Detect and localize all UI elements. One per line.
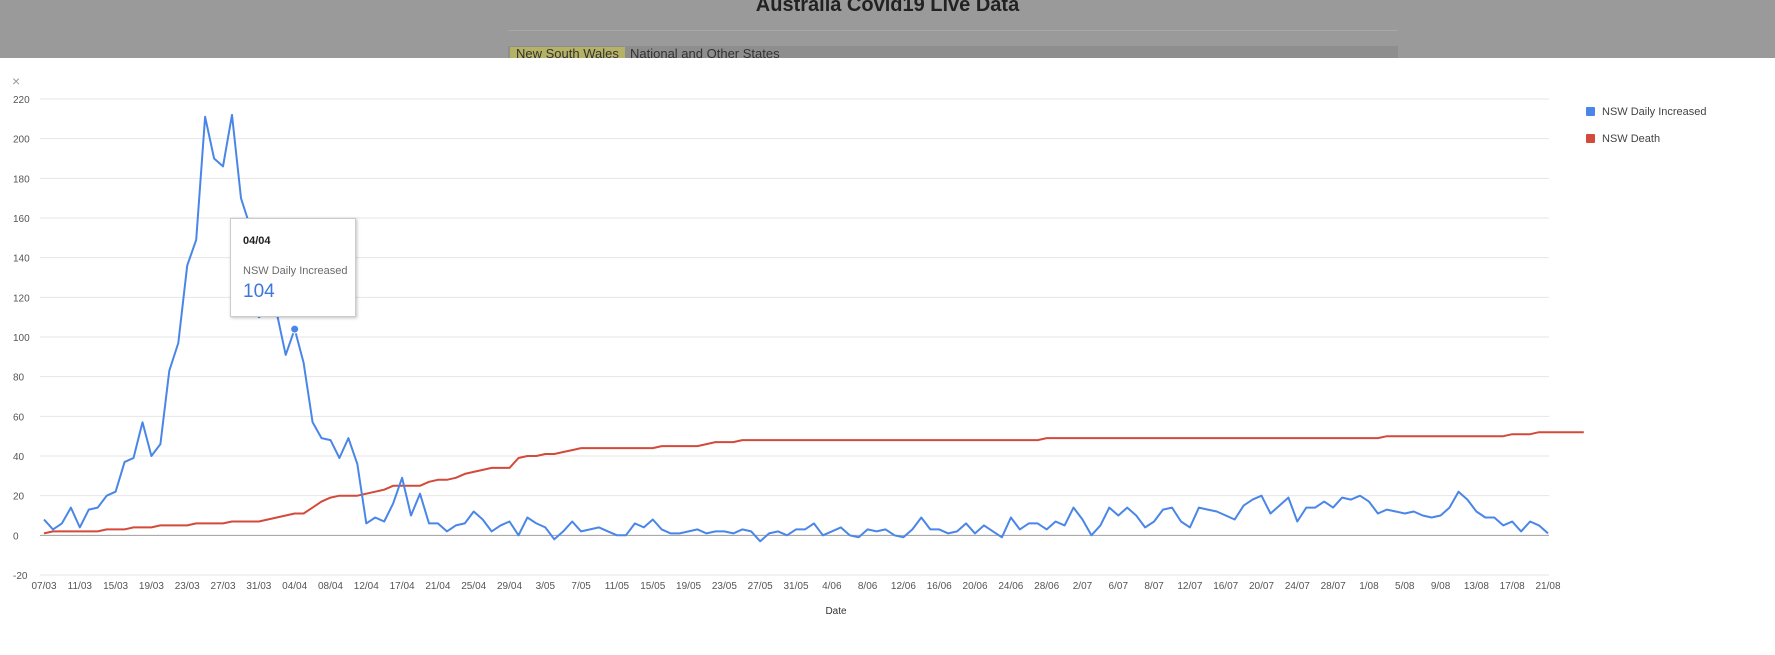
x-tick-label: 17/04 <box>390 581 415 592</box>
y-tick-label: 160 <box>13 214 30 225</box>
y-tick-label: 40 <box>13 452 25 463</box>
tab-new-south-wales[interactable]: New South Wales <box>510 47 625 58</box>
x-tick-label: 27/03 <box>211 581 236 592</box>
x-tick-label: 7/05 <box>571 581 591 592</box>
legend-item-nsw-death[interactable]: NSW Death <box>1586 125 1707 152</box>
x-tick-label: 04/04 <box>282 581 307 592</box>
y-tick-label: 60 <box>13 412 25 423</box>
x-tick-label: 21/08 <box>1535 581 1560 592</box>
y-tick-label: 0 <box>13 531 19 542</box>
background-page: Australia Covid19 Live Data New South Wa… <box>0 0 1775 58</box>
x-tick-label: 25/04 <box>461 581 486 592</box>
x-tick-label: 21/04 <box>425 581 450 592</box>
legend-swatch-red <box>1586 134 1595 143</box>
x-tick-label: 20/07 <box>1249 581 1274 592</box>
y-tick-label: 100 <box>13 333 30 344</box>
y-tick-label: 140 <box>13 254 30 265</box>
chart-tooltip: 04/04 NSW Daily Increased 104 <box>230 218 356 317</box>
x-tick-label: 8/07 <box>1144 581 1164 592</box>
tab-national-and-other-states[interactable]: National and Other States <box>630 46 780 59</box>
x-tick-label: 16/07 <box>1213 581 1238 592</box>
legend-label: NSW Death <box>1602 132 1661 145</box>
x-tick-label: 12/07 <box>1177 581 1202 592</box>
x-tick-label: 15/03 <box>103 581 128 592</box>
x-tick-label: 08/04 <box>318 581 343 592</box>
x-tick-label: 23/03 <box>175 581 200 592</box>
close-icon[interactable]: × <box>12 73 21 89</box>
x-tick-label: 19/03 <box>139 581 164 592</box>
x-tick-label: 20/06 <box>963 581 988 592</box>
x-tick-label: 11/05 <box>605 581 630 592</box>
x-tick-label: 27/05 <box>748 581 773 592</box>
x-tick-label: 8/06 <box>858 581 878 592</box>
x-tick-label: 31/03 <box>246 581 271 592</box>
x-tick-label: 24/06 <box>998 581 1023 592</box>
y-tick-label: 20 <box>13 492 25 503</box>
x-tick-label: 1/08 <box>1359 581 1379 592</box>
legend-label: NSW Daily Increased <box>1602 105 1707 118</box>
x-tick-label: 28/07 <box>1321 581 1346 592</box>
x-tick-label: 11/03 <box>68 581 93 592</box>
x-tick-label: 24/07 <box>1285 581 1310 592</box>
highlighted-data-point <box>290 324 300 334</box>
y-tick-label: 220 <box>13 95 30 106</box>
x-tick-label: 2/07 <box>1073 581 1093 592</box>
x-tick-label: 5/08 <box>1395 581 1415 592</box>
x-tick-label: 6/07 <box>1109 581 1129 592</box>
x-tick-label: 07/03 <box>31 581 56 592</box>
tooltip-date: 04/04 <box>243 235 271 247</box>
legend-item-nsw-daily-increased[interactable]: NSW Daily Increased <box>1586 98 1707 125</box>
legend-swatch-blue <box>1586 107 1595 116</box>
chart-modal <box>0 58 1775 655</box>
series-line-nsw-death <box>43 431 1584 535</box>
x-tick-label: 15/05 <box>640 581 665 592</box>
x-tick-label: 13/08 <box>1464 581 1489 592</box>
x-tick-label: 23/05 <box>712 581 737 592</box>
x-tick-label: 29/04 <box>497 581 522 592</box>
x-tick-label: 31/05 <box>783 581 808 592</box>
title-divider <box>508 30 1398 31</box>
x-tick-label: 16/06 <box>927 581 952 592</box>
x-tick-label: 28/06 <box>1034 581 1059 592</box>
y-tick-label: -20 <box>13 571 28 582</box>
x-tick-label: 17/08 <box>1500 581 1525 592</box>
y-tick-label: 180 <box>13 174 30 185</box>
x-axis-title: Date <box>825 606 847 617</box>
x-tick-label: 4/06 <box>822 581 842 592</box>
tooltip-value: 104 <box>243 281 275 302</box>
tooltip-series-name: NSW Daily Increased <box>243 265 348 277</box>
x-tick-label: 3/05 <box>536 581 556 592</box>
x-tick-label: 9/08 <box>1431 581 1451 592</box>
x-tick-label: 12/04 <box>354 581 379 592</box>
y-tick-label: 80 <box>13 373 25 384</box>
page-title: Australia Covid19 Live Data <box>755 0 1020 16</box>
y-tick-label: 120 <box>13 293 30 304</box>
x-tick-label: 12/06 <box>891 581 916 592</box>
x-tick-label: 19/05 <box>676 581 701 592</box>
state-tab-bar <box>508 46 1398 58</box>
series-line-nsw-daily-increased <box>43 113 1549 543</box>
y-tick-label: 200 <box>13 135 30 146</box>
chart-legend: NSW Daily Increased NSW Death <box>1586 98 1707 152</box>
